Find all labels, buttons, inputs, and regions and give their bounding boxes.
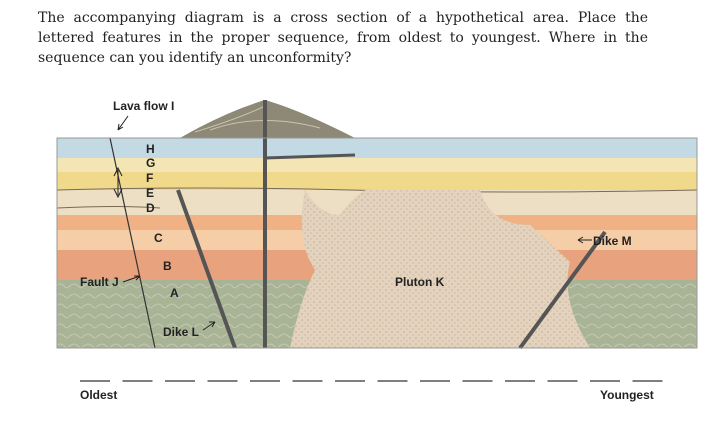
- sill: [264, 153, 356, 160]
- letter: B: [163, 259, 172, 273]
- letter: D: [146, 201, 155, 215]
- label: Dike L: [163, 325, 199, 339]
- letter: C: [154, 231, 163, 245]
- label: Lava flow I: [113, 99, 174, 113]
- label: Fault J: [80, 275, 119, 289]
- letter: H: [146, 142, 155, 156]
- frame: [56, 137, 698, 349]
- question: The accompanying diagram is a cross sect…: [38, 10, 648, 66]
- lava-flow: [180, 100, 355, 138]
- letter: E: [146, 186, 154, 200]
- label: Pluton K: [395, 275, 445, 289]
- letter: F: [146, 171, 153, 185]
- fault-arrows: [113, 166, 123, 199]
- dike-l: [176, 189, 237, 349]
- letter: G: [146, 156, 155, 170]
- pluton: [290, 190, 590, 348]
- dike-m: [518, 230, 607, 350]
- label: Dike M: [593, 234, 632, 248]
- label: Youngest: [600, 388, 654, 402]
- letter: A: [170, 286, 179, 300]
- label: Oldest: [80, 388, 117, 402]
